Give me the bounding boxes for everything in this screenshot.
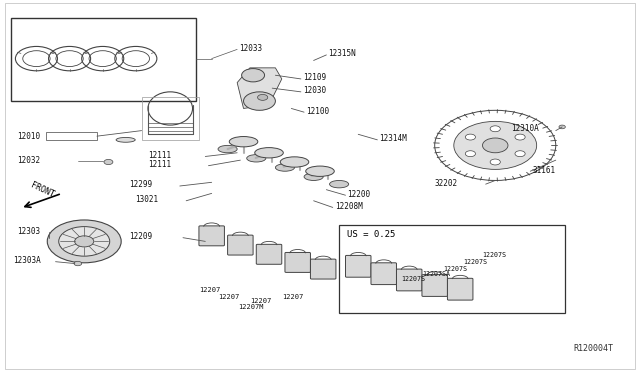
- Circle shape: [515, 134, 525, 140]
- Ellipse shape: [280, 157, 308, 167]
- FancyBboxPatch shape: [447, 278, 473, 300]
- Text: 12310A: 12310A: [511, 124, 539, 133]
- Text: 12207: 12207: [218, 294, 239, 300]
- Text: 12299: 12299: [129, 180, 152, 189]
- Text: 12208M: 12208M: [335, 202, 362, 211]
- Circle shape: [465, 151, 476, 157]
- Bar: [339, 225, 565, 313]
- Text: 12207: 12207: [282, 294, 303, 300]
- Ellipse shape: [330, 180, 349, 188]
- Ellipse shape: [304, 173, 323, 180]
- Text: 12303: 12303: [17, 227, 40, 235]
- Circle shape: [242, 68, 264, 82]
- Circle shape: [59, 227, 109, 256]
- FancyBboxPatch shape: [346, 256, 371, 277]
- FancyBboxPatch shape: [285, 253, 310, 272]
- FancyBboxPatch shape: [228, 235, 253, 255]
- Ellipse shape: [255, 148, 284, 158]
- Text: 12111: 12111: [148, 151, 171, 160]
- Text: 12109: 12109: [303, 73, 326, 82]
- Circle shape: [490, 159, 500, 165]
- Text: 12111: 12111: [148, 160, 171, 169]
- Bar: [141, 97, 199, 140]
- Text: US = 0.25: US = 0.25: [347, 230, 395, 239]
- Text: 12200: 12200: [348, 190, 371, 199]
- Text: 12207S: 12207S: [463, 259, 488, 265]
- Circle shape: [465, 134, 476, 140]
- Ellipse shape: [275, 164, 294, 171]
- Circle shape: [490, 126, 500, 132]
- Bar: [11, 18, 196, 101]
- Text: 12303A: 12303A: [13, 256, 40, 265]
- Circle shape: [257, 94, 268, 100]
- FancyBboxPatch shape: [199, 226, 225, 246]
- Ellipse shape: [218, 145, 237, 153]
- Text: 12032: 12032: [17, 156, 40, 166]
- Text: 12207S: 12207S: [401, 276, 425, 282]
- Text: 12010: 12010: [17, 132, 40, 141]
- Circle shape: [74, 261, 82, 266]
- Text: 12207: 12207: [199, 287, 220, 293]
- FancyBboxPatch shape: [310, 259, 336, 279]
- FancyBboxPatch shape: [256, 244, 282, 264]
- Text: FRONT: FRONT: [29, 181, 56, 200]
- Text: 31161: 31161: [532, 166, 556, 174]
- Circle shape: [244, 92, 275, 110]
- Circle shape: [75, 236, 94, 247]
- Polygon shape: [237, 68, 282, 109]
- Ellipse shape: [246, 155, 266, 162]
- Text: 32202: 32202: [435, 179, 458, 187]
- Text: 12030: 12030: [303, 86, 326, 95]
- Text: R120004T: R120004T: [573, 344, 613, 353]
- Circle shape: [104, 160, 113, 164]
- Text: 12207: 12207: [250, 298, 271, 304]
- Circle shape: [483, 138, 508, 153]
- FancyBboxPatch shape: [371, 263, 396, 285]
- Text: 12207SA: 12207SA: [422, 270, 450, 276]
- Ellipse shape: [306, 166, 334, 176]
- Text: 12209: 12209: [129, 232, 152, 241]
- Text: 12207S: 12207S: [483, 253, 506, 259]
- Circle shape: [515, 151, 525, 157]
- Circle shape: [454, 121, 537, 169]
- Text: 12033: 12033: [239, 44, 262, 53]
- Bar: [46, 132, 97, 140]
- FancyBboxPatch shape: [422, 275, 447, 296]
- Text: 12207M: 12207M: [239, 304, 264, 310]
- Text: 13021: 13021: [135, 195, 158, 204]
- Text: 12207S: 12207S: [443, 266, 467, 272]
- Circle shape: [47, 220, 121, 263]
- FancyBboxPatch shape: [396, 269, 422, 291]
- Text: 12315N: 12315N: [328, 49, 356, 58]
- Text: 12314M: 12314M: [380, 134, 407, 143]
- Text: 12100: 12100: [306, 106, 329, 116]
- Ellipse shape: [229, 137, 258, 147]
- Ellipse shape: [116, 137, 135, 142]
- Circle shape: [559, 125, 565, 129]
